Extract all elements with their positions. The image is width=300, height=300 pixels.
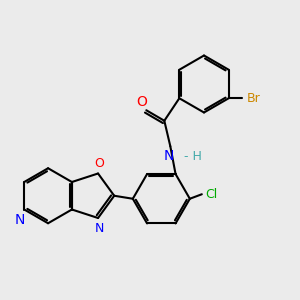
Text: O: O xyxy=(94,157,104,170)
Text: N: N xyxy=(164,149,174,163)
Text: N: N xyxy=(95,222,104,235)
Text: N: N xyxy=(15,212,25,226)
Text: - H: - H xyxy=(184,150,202,163)
Text: O: O xyxy=(136,95,147,109)
Text: Cl: Cl xyxy=(205,188,217,201)
Text: Br: Br xyxy=(247,92,260,105)
